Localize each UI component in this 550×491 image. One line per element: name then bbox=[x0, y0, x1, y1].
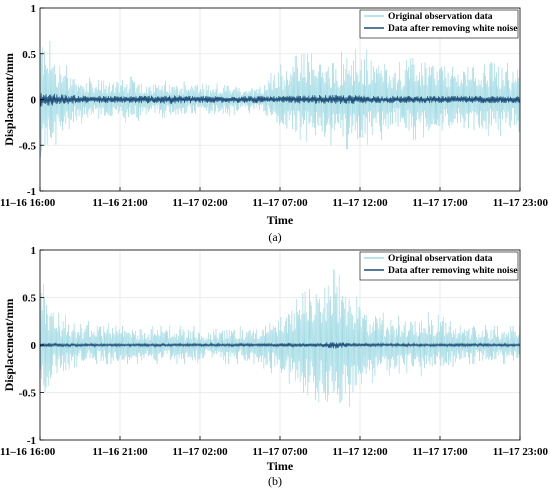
chart-panel-a: 1 0.5 0 -0.5 -111–16 16:00 11–16 21:00 11–17 0… bbox=[0, 3, 548, 244]
x-tick-label: 11–16 21:00 bbox=[92, 197, 148, 209]
panel-caption: (b) bbox=[268, 474, 282, 488]
x-tick-label: 11–17 17:00 bbox=[412, 197, 468, 209]
y-tick-label: 0 bbox=[31, 95, 37, 107]
x-tick-label: 11–17 23:00 bbox=[493, 446, 549, 458]
panel-caption: (a) bbox=[268, 230, 281, 244]
y-tick-label: -0.5 bbox=[19, 388, 37, 400]
x-axis-title: Time bbox=[267, 459, 294, 473]
x-tick-label: 11–17 07:00 bbox=[252, 197, 308, 209]
legend-label-denoised: Data after removing white noise bbox=[388, 24, 517, 34]
y-axis-title: Displacement/mm bbox=[2, 299, 16, 392]
series-line-denoised bbox=[39, 93, 520, 107]
x-tick-label: 11–17 12:00 bbox=[332, 446, 388, 458]
series-line-denoised bbox=[39, 342, 520, 349]
y-tick-label: 1 bbox=[31, 245, 37, 257]
series-line-original bbox=[39, 40, 520, 157]
y-tick-label: -1 bbox=[27, 435, 36, 447]
series-line-original bbox=[39, 269, 520, 407]
x-axis-title: Time bbox=[267, 213, 294, 227]
y-tick-label: 1 bbox=[31, 3, 37, 15]
legend-label-original: Original observation data bbox=[388, 254, 493, 264]
chart-panel-b: 1 0.5 0 -0.5 -111–16 16:00 11–16 21:00 11–17 0… bbox=[0, 245, 548, 488]
x-tick-label: 11–17 23:00 bbox=[493, 197, 549, 209]
legend-box bbox=[359, 9, 519, 39]
y-tick-label: 0.5 bbox=[22, 293, 36, 305]
x-tick-label: 11–16 21:00 bbox=[92, 446, 148, 458]
legend: Original observation data Data after remo… bbox=[359, 251, 519, 281]
x-tick-label: 11–16 16:00 bbox=[0, 197, 56, 209]
x-tick-label: 11–16 16:00 bbox=[0, 446, 56, 458]
legend-box bbox=[359, 251, 519, 281]
legend-label-original: Original observation data bbox=[388, 12, 493, 22]
y-axis-title: Displacement/mm bbox=[2, 53, 16, 146]
y-tick-label: -1 bbox=[27, 186, 36, 198]
y-tick-label: 0 bbox=[31, 340, 37, 352]
x-tick-label: 11–17 17:00 bbox=[412, 446, 468, 458]
x-tick-label: 11–17 02:00 bbox=[172, 446, 228, 458]
legend-label-denoised: Data after removing white noise bbox=[388, 266, 517, 276]
x-tick-label: 11–17 12:00 bbox=[332, 197, 388, 209]
legend: Original observation data Data after remo… bbox=[359, 9, 519, 39]
y-tick-label: 0.5 bbox=[22, 49, 36, 61]
x-tick-label: 11–17 02:00 bbox=[172, 197, 228, 209]
y-tick-label: -0.5 bbox=[19, 140, 37, 152]
x-tick-label: 11–17 07:00 bbox=[252, 446, 308, 458]
